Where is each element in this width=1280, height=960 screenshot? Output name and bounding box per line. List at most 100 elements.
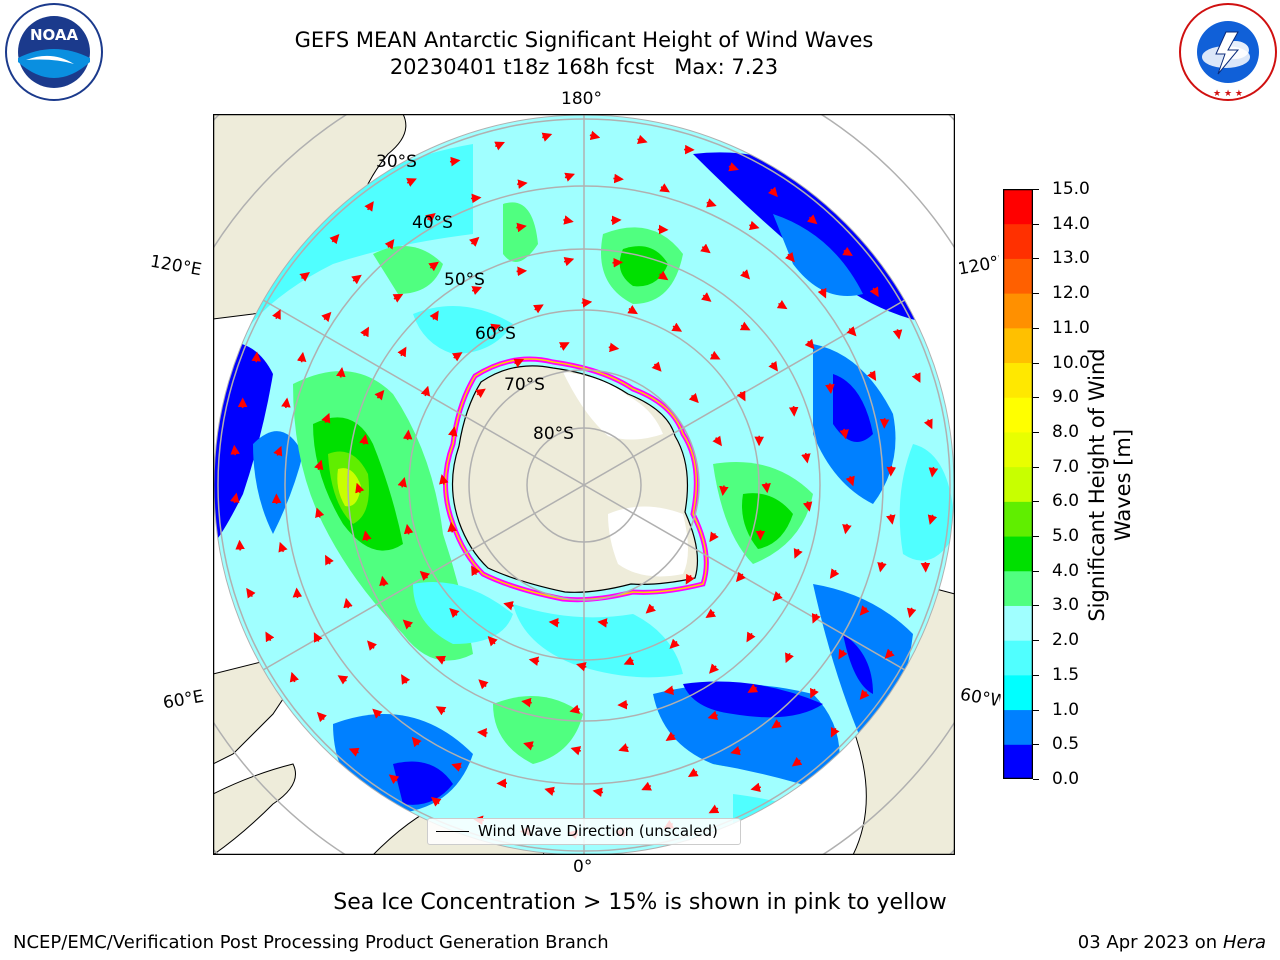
wind-wave-arrow	[299, 272, 310, 282]
wind-wave-arrow	[839, 428, 849, 440]
svg-text:★ ★ ★: ★ ★ ★	[1213, 89, 1243, 99]
wind-wave-arrow	[589, 130, 601, 141]
wind-wave-arrow	[671, 322, 683, 332]
wind-wave-arrow	[576, 662, 587, 672]
wind-wave-arrow	[265, 631, 275, 643]
wind-wave-arrow	[612, 257, 624, 268]
colorbar-tick-mark	[1033, 605, 1039, 607]
wind-wave-arrow	[430, 796, 442, 807]
wind-wave-arrow	[817, 287, 827, 299]
wind-wave-arrow	[435, 706, 447, 716]
wind-wave-arrow	[842, 246, 853, 256]
wind-wave-arrow	[292, 587, 303, 599]
wind-wave-arrow	[435, 655, 447, 665]
sea-ice-edge	[443, 356, 709, 603]
wind-wave-arrow	[541, 132, 553, 142]
wind-wave-arrow	[336, 367, 346, 378]
wind-wave-arrow	[403, 523, 414, 535]
wind-wave-arrow	[402, 619, 414, 630]
wind-wave-arrow	[688, 392, 699, 404]
wind-wave-arrow	[801, 452, 811, 464]
wind-wave-arrow	[859, 605, 870, 616]
wind-wave-arrow	[533, 304, 544, 314]
wind-wave-arrow	[471, 286, 483, 295]
wind-wave-arrow	[618, 743, 629, 753]
wind-wave-arrow	[785, 652, 794, 664]
footer-date: 03 Apr 2023 on Hera	[1078, 932, 1266, 953]
wind-wave-arrow	[449, 607, 460, 619]
wind-wave-arrow	[503, 601, 514, 611]
wind-wave-arrow	[784, 251, 795, 263]
wind-wave-arrow	[748, 220, 760, 231]
colorbar-tick-mark	[1033, 570, 1039, 572]
wind-wave-arrow	[651, 361, 662, 372]
wind-wave-arrow	[663, 685, 675, 695]
wind-wave-arrow	[597, 618, 608, 628]
wind-wave-arrow	[581, 298, 593, 308]
wind-wave-arrow	[740, 269, 751, 280]
colorbar-tick-label: 13.0	[1052, 248, 1090, 269]
colorbar-segment	[1003, 397, 1033, 433]
wind-wave-arrow	[859, 689, 870, 700]
wind-wave-arrow	[613, 173, 624, 184]
colorbar-tick-mark	[1033, 258, 1039, 260]
wind-wave-arrow	[448, 426, 458, 437]
wind-wave-arrow	[719, 485, 729, 496]
wind-wave-arrow	[388, 774, 400, 785]
colorbar-segment	[1003, 744, 1033, 780]
lon-label-60w: 60°W	[958, 684, 1002, 712]
colorbar-segment	[1003, 605, 1033, 641]
wind-wave-arrow	[548, 617, 560, 628]
wind-wave-arrow	[804, 338, 815, 350]
wind-wave-arrow	[367, 640, 377, 651]
wind-wave-arrow	[392, 293, 404, 303]
colorbar-tick-label: 0.5	[1052, 734, 1080, 755]
wind-wave-arrow	[337, 675, 349, 685]
wind-wave-arrow	[490, 323, 501, 333]
legend-line-icon	[436, 831, 469, 832]
wind-wave-arrow	[791, 756, 803, 767]
wind-wave-arrow	[523, 741, 534, 751]
wind-wave-arrow	[705, 608, 717, 618]
wind-wave-arrow	[351, 274, 362, 285]
colorbar-segment	[1003, 466, 1033, 502]
wind-wave-arrow	[641, 781, 652, 791]
wind-wave-arrow	[700, 243, 711, 254]
wind-wave-arrow	[449, 156, 461, 167]
wind-wave-arrow	[470, 193, 482, 204]
wind-wave-arrow	[321, 412, 331, 424]
wind-wave-arrow	[687, 767, 699, 778]
footer-credit: NCEP/EMC/Verification Post Processing Pr…	[13, 932, 609, 953]
wind-wave-arrow	[296, 351, 307, 363]
wind-wave-arrow	[289, 671, 299, 683]
wind-wave-arrow	[316, 711, 327, 723]
wind-wave-arrow	[348, 747, 360, 757]
wind-wave-arrow	[623, 656, 635, 665]
colorbar-tick-mark	[1033, 744, 1039, 746]
wind-wave-arrow	[712, 435, 722, 447]
wind-wave-arrow	[669, 638, 680, 649]
wind-wave-arrow	[425, 212, 436, 223]
wind-wave-arrow	[709, 663, 720, 674]
lon-label-0: 0°	[573, 857, 593, 877]
colorbar-tick-mark	[1033, 779, 1039, 780]
wind-wave-arrow	[886, 465, 897, 477]
national-weather-service-logo-icon: ★ ★ ★	[1178, 2, 1278, 102]
map-subtitle-run: 20230401 t18z 168h fcst Max: 7.23	[389, 55, 779, 79]
colorbar-tick-label: 0.0	[1052, 769, 1080, 789]
wind-wave-arrow	[645, 603, 656, 614]
wind-wave-arrow	[776, 299, 788, 310]
wind-wave-arrow	[739, 321, 751, 331]
colorbar-tick-label: 1.0	[1052, 699, 1080, 720]
wind-wave-arrow	[659, 183, 670, 193]
colorbar	[1002, 188, 1034, 780]
wind-wave-arrow	[761, 482, 771, 494]
colorbar-segment	[1003, 570, 1033, 606]
wind-wave-direction-arrows	[229, 130, 939, 840]
wind-wave-arrow	[230, 444, 240, 456]
wind-wave-arrow	[746, 631, 756, 643]
wind-wave-arrow	[315, 507, 325, 519]
wind-wave-arrow	[411, 736, 422, 748]
colorbar-tick-label: 4.0	[1052, 560, 1080, 581]
colorbar-label: Significant Height of Wind Waves [m]	[1085, 348, 1135, 622]
